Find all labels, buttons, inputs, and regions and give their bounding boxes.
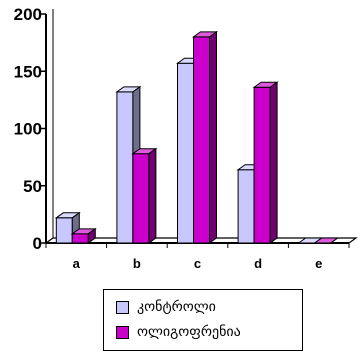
bar-front <box>132 153 150 244</box>
bar-front <box>71 233 89 244</box>
bar-side <box>87 227 96 244</box>
bar-front <box>253 86 271 244</box>
x-category-label: d <box>254 256 262 271</box>
x-category-label: a <box>73 256 81 271</box>
x-category-label: e <box>315 256 322 271</box>
x-category-label: b <box>133 256 141 271</box>
bar-front <box>116 91 134 244</box>
legend-swatch-series-2 <box>116 325 129 339</box>
bar-side <box>330 237 338 244</box>
bar-side <box>148 147 157 244</box>
legend-label-series-1: კონტროლი <box>137 299 216 315</box>
bar-front <box>55 217 73 244</box>
legend-item-series-1: კონტროლი <box>116 296 216 318</box>
legend-swatch-series-1 <box>116 300 129 314</box>
legend-label-series-2: ოლიგოფრენია <box>137 324 241 340</box>
bar-front <box>193 36 210 244</box>
legend-item-series-2: ოლიგოფრენია <box>116 321 241 343</box>
bar-side <box>269 81 278 244</box>
y-tick-label: 100 <box>14 120 42 139</box>
y-tick-label: 50 <box>23 177 42 196</box>
bar-front <box>237 169 255 244</box>
y-tick-label: 0 <box>33 234 42 253</box>
y-tick-label: 200 <box>14 5 42 24</box>
y-tick-label: 150 <box>14 62 42 81</box>
legend: კონტროლი ოლიგოფრენია <box>103 289 303 351</box>
bar-front <box>177 62 194 244</box>
x-category-label: c <box>194 256 201 271</box>
bar-side <box>209 30 217 244</box>
